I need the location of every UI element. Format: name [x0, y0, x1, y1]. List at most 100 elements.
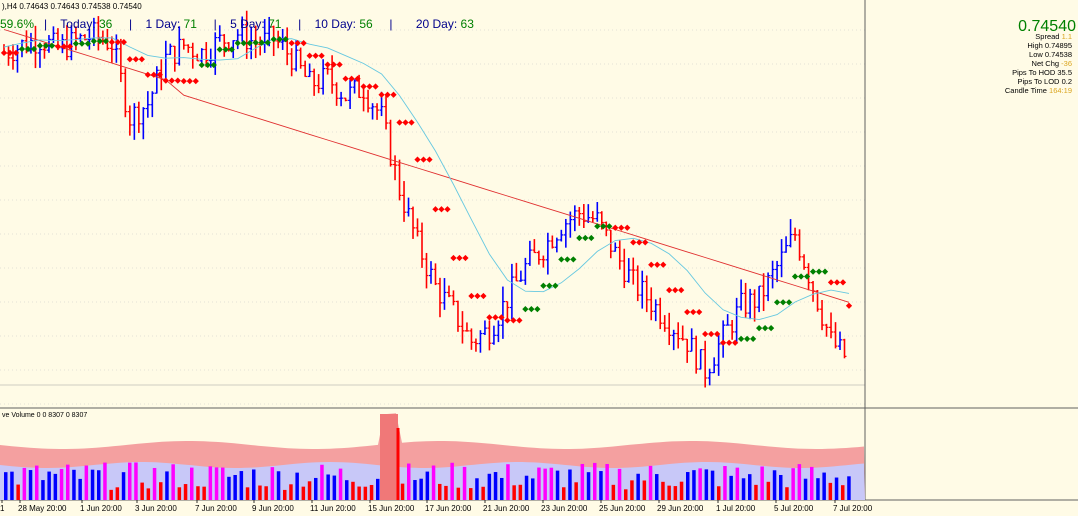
volume-bar [128, 462, 132, 500]
trend-dot [492, 314, 499, 321]
volume-bar [655, 474, 659, 500]
volume-bar [307, 481, 312, 500]
volume-bar [599, 471, 603, 500]
volume-bar [493, 472, 498, 500]
x-axis-label: 17 Jun 20:00 [425, 504, 472, 513]
volume-bar [419, 478, 423, 500]
trend-dot [54, 43, 62, 50]
volume-bar [456, 487, 461, 500]
volume-bar [10, 471, 14, 500]
volume-bar [72, 469, 76, 500]
stat-sep: | [37, 17, 58, 31]
trend-dot [84, 40, 92, 47]
x-axis-label: 3 Jun 20:00 [135, 504, 177, 513]
trend-dot [684, 308, 691, 316]
volume-bar [741, 478, 746, 500]
volume-bar [413, 480, 417, 500]
trend-dot [24, 45, 32, 53]
trend-dot [246, 40, 253, 47]
trend-dot [564, 256, 571, 263]
volume-bar [438, 483, 442, 500]
volume-bar [35, 465, 39, 500]
volume-bar [357, 486, 361, 500]
trend-dot [462, 254, 469, 262]
volume-bar [326, 474, 330, 500]
info-value: 1.1 [1061, 32, 1072, 41]
volume-bar [661, 481, 665, 500]
volume-bar [735, 467, 740, 500]
volume-bar [611, 484, 616, 500]
volume-bar [338, 468, 343, 500]
volume-bar [227, 476, 231, 500]
stat-sep: | [200, 17, 227, 31]
volume-bar [301, 486, 306, 500]
info-value: 0.74895 [1044, 41, 1072, 50]
x-axis-label: 5 Jul 20:00 [774, 504, 814, 513]
volume-bar [834, 477, 839, 500]
range-stats: 59.6% | Today: 36 | 1 Day: 71 | 5 Day: 7… [0, 17, 474, 31]
volume-bar [190, 467, 194, 500]
volume-bar [512, 485, 516, 500]
volume-bar [797, 464, 802, 500]
trend-dot [234, 40, 241, 47]
volume-bar [320, 464, 324, 500]
stat-5day-label: 5 Day: [230, 17, 265, 31]
volume-bar [500, 477, 504, 500]
trend-dot [138, 56, 145, 63]
volume-bar [109, 489, 113, 500]
trend-dot [486, 314, 493, 321]
volume-bar [103, 462, 107, 500]
volume-bar [78, 478, 82, 500]
volume-bar [642, 480, 647, 500]
trend-dot [474, 292, 481, 300]
x-axis-label: 7 Jun 20:00 [195, 504, 237, 513]
info-panel: Spread 1.1 High 0.74895 Low 0.74538 Net Chg… [1005, 32, 1072, 95]
volume-bar [84, 465, 89, 500]
x-axis-label: 9 Jun 20:00 [252, 504, 294, 513]
trend-dot [510, 317, 517, 324]
info-value: 164:19 [1049, 86, 1072, 95]
volume-bar [586, 472, 591, 500]
x-axis-label: 15 Jun 20:00 [368, 504, 415, 513]
volume-bar [146, 488, 151, 500]
volume-bar [22, 467, 27, 500]
volume-bar [636, 473, 640, 500]
trend-dot [450, 254, 457, 262]
volume-bar [363, 486, 368, 500]
volume-bar [66, 464, 70, 500]
volume-bar [537, 467, 541, 500]
info-row: Candle Time 164:19 [1005, 86, 1072, 95]
info-value: 0.2 [1061, 77, 1072, 86]
volume-bar [134, 462, 138, 500]
volume-bar [617, 468, 622, 500]
volume-bar [605, 463, 609, 500]
volume-bar [270, 467, 275, 500]
trend-dot [126, 56, 133, 63]
x-axis-label: 23 Jun 20:00 [541, 504, 588, 513]
volume-bar [475, 478, 479, 500]
stat-10day-value: 56 [359, 17, 373, 31]
trend-dot [186, 78, 193, 85]
trend-dot [114, 39, 121, 46]
trend-dot [558, 256, 565, 263]
volume-bar [369, 484, 374, 500]
volume-bar [140, 482, 144, 500]
volume-bar [376, 478, 380, 500]
volume-bar [816, 478, 820, 500]
info-row: Spread 1.1 [1005, 32, 1072, 41]
trend-dot [779, 299, 787, 306]
trend-dot [6, 49, 14, 56]
trend-dot [648, 261, 655, 268]
volume-bar [791, 468, 795, 500]
trend-dot [690, 308, 697, 316]
volume-bar [574, 482, 578, 500]
volume-bar [779, 474, 783, 500]
volume-bar [717, 486, 721, 500]
stat-pct: 59.6% [0, 17, 35, 31]
stat-10day-label: 10 Day: [314, 17, 356, 31]
volume-bar [648, 465, 653, 500]
trend-dot [654, 261, 661, 268]
volume-bar [351, 481, 355, 500]
volume-bar [772, 470, 777, 500]
